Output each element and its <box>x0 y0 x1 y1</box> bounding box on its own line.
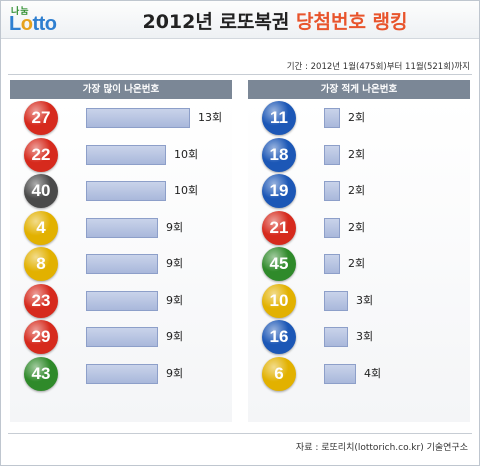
source-note: 자료 : 로또리치(lottorich.co.kr) 기술연구소 <box>295 443 468 453</box>
lotto-logo: 나눔 Lotto <box>9 4 65 36</box>
frequency-bar <box>86 181 166 201</box>
frequency-label: 9회 <box>166 220 184 234</box>
title-main: 2012년 로또복권 <box>142 11 296 33</box>
frequency-label: 3회 <box>356 330 374 343</box>
frequency-bar <box>324 327 348 347</box>
lotto-ball: 8 <box>24 247 58 281</box>
frequency-bar <box>86 108 190 128</box>
top-divider <box>8 74 472 75</box>
lotto-ball: 4 <box>24 210 58 245</box>
frequency-bar <box>324 254 340 274</box>
lotto-ball: 29 <box>24 320 58 354</box>
frequency-label: 2회 <box>348 147 366 161</box>
frequency-bar <box>324 363 356 384</box>
most-drawn-chart: 27 13회 22 10회 40 10회 4 9회 8 9회 23 9회 29 9회 43 9회 <box>10 100 232 422</box>
lotto-ball: 19 <box>262 174 296 208</box>
header: 나눔 Lotto 2012년 로또복권 당첨번호 랭킹 <box>1 1 479 39</box>
lotto-ball: 40 <box>24 174 58 208</box>
bottom-divider <box>8 433 472 434</box>
lotto-ball: 10 <box>262 283 296 318</box>
lotto-ball: 18 <box>262 137 296 172</box>
frequency-label: 2회 <box>348 184 366 197</box>
frequency-label: 3회 <box>356 293 374 307</box>
frequency-label: 2회 <box>348 111 366 124</box>
frequency-bar <box>324 144 340 165</box>
frequency-label: 9회 <box>166 330 184 343</box>
logo-letter-l: L <box>9 13 21 35</box>
frequency-label: 2회 <box>348 220 366 234</box>
frequency-bar <box>86 254 158 274</box>
frequency-label: 10회 <box>174 147 199 161</box>
frequency-label: 2회 <box>348 257 366 270</box>
lotto-ball: 27 <box>24 101 58 135</box>
frequency-bar <box>324 290 348 311</box>
frequency-label: 4회 <box>364 366 382 380</box>
lotto-ball: 11 <box>262 101 296 135</box>
most-drawn-header: 가장 많이 나온번호 <box>10 80 232 99</box>
least-drawn-chart: 11 2회 18 2회 19 2회 21 2회 45 2회 10 3회 16 3회 6 4회 <box>248 100 470 422</box>
frequency-bar <box>86 363 158 384</box>
logo-letters-tto: tto <box>32 13 57 35</box>
logo-top-text: 나눔 <box>11 7 30 17</box>
frequency-bar <box>86 327 158 347</box>
frequency-label: 9회 <box>166 293 184 307</box>
lotto-ball: 43 <box>24 356 58 391</box>
page-title: 2012년 로또복권 당첨번호 랭킹 <box>75 7 475 34</box>
lotto-ball: 6 <box>262 356 296 391</box>
frequency-bar <box>324 108 340 128</box>
frequency-label: 13회 <box>198 111 223 124</box>
frequency-bar <box>324 181 340 201</box>
frequency-bar <box>324 217 340 238</box>
title-highlight: 당첨번호 랭킹 <box>296 11 408 33</box>
lotto-ball: 16 <box>262 320 296 354</box>
frequency-label: 10회 <box>174 184 199 197</box>
lotto-ball: 22 <box>24 137 58 172</box>
logo-letter-o: o <box>20 13 33 35</box>
lotto-ball: 23 <box>24 283 58 318</box>
lotto-ball: 21 <box>262 210 296 245</box>
frequency-bar <box>86 144 166 165</box>
lotto-ball: 45 <box>262 247 296 281</box>
logo-main-text: Lotto <box>9 13 57 36</box>
frequency-label: 9회 <box>166 257 184 270</box>
frequency-bar <box>86 217 158 238</box>
frequency-bar <box>86 290 158 311</box>
period-label: 기간 : 2012년 1월(475회)부터 11월(521회)까지 <box>286 62 470 72</box>
frequency-label: 9회 <box>166 366 184 380</box>
least-drawn-header: 가장 적게 나온번호 <box>248 80 470 99</box>
